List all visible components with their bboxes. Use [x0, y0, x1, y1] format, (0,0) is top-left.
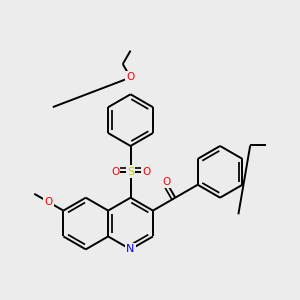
Text: O: O [126, 73, 135, 82]
Text: S: S [127, 167, 134, 177]
Text: O: O [45, 197, 53, 207]
Text: O: O [162, 177, 170, 187]
Text: N: N [126, 244, 135, 254]
Text: O: O [111, 167, 119, 177]
Text: O: O [142, 167, 150, 177]
